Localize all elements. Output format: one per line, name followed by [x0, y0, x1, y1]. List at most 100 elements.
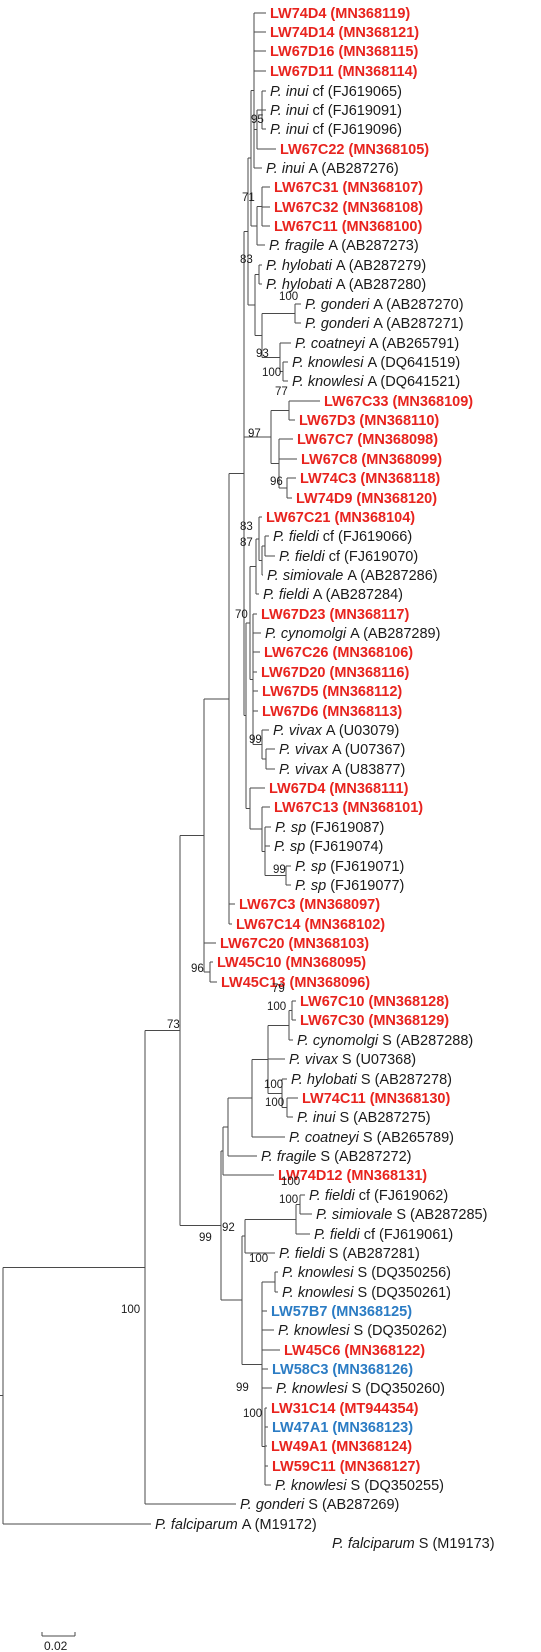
- taxon-label-t25: LW74D9 (MN368120): [296, 491, 437, 507]
- taxon-label-t1: LW74D14 (MN368121): [270, 25, 419, 41]
- taxon-label-t24: LW74C3 (MN368118): [300, 471, 440, 487]
- taxon-label-t41: LW67C13 (MN368101): [274, 800, 423, 816]
- accession-suffix: (FJ619071): [326, 859, 404, 875]
- species-name: P. simiovale: [267, 568, 343, 584]
- bootstrap-b100kn: 100: [262, 367, 281, 379]
- taxon-label-t60: LW74D12 (MN368131): [278, 1168, 427, 1184]
- taxon-label-t26: LW67C21 (MN368104): [266, 510, 415, 526]
- species-name: P. fieldi: [309, 1188, 355, 1204]
- species-name: P. gonderi: [240, 1497, 305, 1513]
- species-name: P. inui: [297, 1110, 336, 1126]
- species-name: P. inui: [270, 122, 309, 138]
- accession-suffix: cf (FJ619066): [319, 529, 413, 545]
- accession-suffix: S (DQ350260): [347, 1381, 445, 1397]
- accession-suffix: A (U07367): [328, 742, 405, 758]
- taxon-label-t18: P. knowlesi A (DQ641519): [292, 355, 460, 371]
- bootstrap-b100root: 100: [121, 1304, 140, 1316]
- taxon-label-t19: P. knowlesi A (DQ641521): [292, 374, 460, 390]
- accession-suffix: cf (FJ619091): [308, 103, 402, 119]
- taxon-label-t9: LW67C31 (MN368107): [274, 180, 423, 196]
- taxon-label-t16: P. gonderi A (AB287271): [305, 316, 464, 332]
- accession-suffix: A (AB265791): [365, 336, 459, 352]
- species-name: P. falciparum: [155, 1517, 238, 1533]
- accession-suffix: S (AB287275): [335, 1110, 430, 1126]
- accession-suffix: S (AB287285): [392, 1207, 487, 1223]
- species-name: P. vivax: [273, 723, 323, 739]
- scale-bar-label: 0.02: [44, 1639, 68, 1652]
- bootstrap-b77: 77: [275, 386, 288, 398]
- taxon-label-t36: LW67D6 (MN368113): [262, 704, 402, 720]
- species-name: P. coatneyi: [295, 336, 366, 352]
- species-name: P. fieldi: [279, 549, 325, 565]
- taxon-labels: LW74D4 (MN368119) LW74D14 (MN368121) LW67D…: [155, 6, 495, 1552]
- taxon-label-t14: P. hylobati A (AB287280): [266, 277, 426, 293]
- taxon-label-t57: P. inui S (AB287275): [297, 1110, 431, 1126]
- taxon-label-t51: LW67C10 (MN368128): [300, 994, 449, 1010]
- accession-suffix: (FJ619087): [306, 820, 384, 836]
- bootstrap-b70: 70: [235, 609, 248, 621]
- taxon-label-t31: LW67D23 (MN368117): [261, 607, 409, 623]
- species-name: P. coatneyi: [289, 1130, 360, 1146]
- species-name: P. vivax: [279, 742, 329, 758]
- accession-suffix: A (AB287276): [304, 161, 398, 177]
- accession-suffix: A (AB287284): [309, 587, 403, 603]
- bootstrap-b99kn: 99: [236, 1382, 249, 1394]
- bootstrap-b71: 71: [242, 192, 255, 204]
- species-name: P. vivax: [279, 762, 329, 778]
- accession-suffix: cf (FJ619062): [355, 1188, 449, 1204]
- bootstrap-b99viv: 99: [249, 734, 262, 746]
- taxon-label-t76: P. knowlesi S (DQ350255): [275, 1478, 444, 1494]
- accession-suffix: A (DQ641519): [363, 355, 460, 371]
- taxon-label-t32: P. cynomolgi A (AB287289): [265, 626, 440, 642]
- bootstrap-b79: 79: [272, 983, 285, 995]
- accession-suffix: cf (FJ619070): [325, 549, 419, 565]
- accession-suffix: A (U03079): [322, 723, 399, 739]
- taxon-label-t4: P. inui cf (FJ619065): [270, 84, 402, 100]
- taxon-label-t37: P. vivax A (U03079): [273, 723, 399, 739]
- accession-suffix: A (AB287270): [369, 297, 463, 313]
- taxon-label-t5: P. inui cf (FJ619091): [270, 103, 402, 119]
- species-name: P. sp: [275, 820, 306, 836]
- bootstrap-b96a: 96: [270, 476, 283, 488]
- bootstrap-b100fc: 100: [281, 1176, 300, 1188]
- tree-branches: [0, 12, 320, 1525]
- taxon-label-t43: P. sp (FJ619074): [274, 839, 383, 855]
- taxon-label-t30: P. fieldi A (AB287284): [263, 587, 403, 603]
- taxon-label-t38: P. vivax A (U07367): [279, 742, 405, 758]
- species-name: P. gonderi: [305, 316, 370, 332]
- accession-suffix: A (U83877): [328, 762, 405, 778]
- species-name: P. sp: [295, 878, 326, 894]
- bootstrap-b87: 87: [240, 537, 253, 549]
- species-name: P. fragile: [269, 238, 324, 254]
- species-name: P. knowlesi: [292, 355, 364, 371]
- taxon-label-t48: LW67C20 (MN368103): [220, 936, 369, 952]
- bootstrap-b95: 95: [251, 114, 264, 126]
- taxon-label-t67: LW57B7 (MN368125): [271, 1304, 412, 1320]
- species-name: P. cynomolgi: [265, 626, 347, 642]
- accession-suffix: A (AB287271): [369, 316, 463, 332]
- species-name: P. knowlesi: [282, 1285, 354, 1301]
- taxon-label-t70: LW58C3 (MN368126): [272, 1362, 413, 1378]
- accession-suffix: (FJ619074): [305, 839, 383, 855]
- taxon-label-t33: LW67C26 (MN368106): [264, 645, 413, 661]
- species-name: P. fieldi: [273, 529, 319, 545]
- scale-bar: 0.02: [41, 1632, 76, 1652]
- accession-suffix: S (M19173): [415, 1536, 495, 1552]
- taxon-label-t49: LW45C10 (MN368095): [217, 955, 366, 971]
- bootstrap-b73: 73: [167, 1019, 180, 1031]
- taxon-label-t55: P. hylobati S (AB287278): [291, 1072, 452, 1088]
- taxon-label-t11: LW67C11 (MN368100): [274, 219, 422, 235]
- taxon-label-t63: P. fieldi cf (FJ619061): [314, 1227, 453, 1243]
- taxon-label-t74: LW49A1 (MN368124): [271, 1439, 412, 1455]
- accession-suffix: S (AB287269): [304, 1497, 399, 1513]
- taxon-label-t71: P. knowlesi S (DQ350260): [276, 1381, 445, 1397]
- taxon-label-t53: P. cynomolgi S (AB287288): [297, 1033, 473, 1049]
- taxon-label-t35: LW67D5 (MN368112): [262, 684, 402, 700]
- accession-suffix: A (DQ641521): [363, 374, 460, 390]
- bootstrap-labels: 95 71 83 100 93 100 77 97 96 83 87 70 99 99 96 73 79 100 1…: [121, 114, 300, 1420]
- bootstrap-b99sp: 99: [273, 864, 286, 876]
- accession-suffix: A (AB287289): [346, 626, 440, 642]
- species-name: P. inui: [270, 84, 309, 100]
- taxon-label-t46: LW67C3 (MN368097): [239, 897, 380, 913]
- taxon-label-t3: LW67D11 (MN368114): [270, 64, 418, 80]
